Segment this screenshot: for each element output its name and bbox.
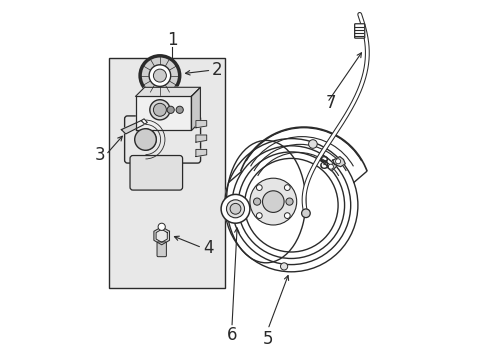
Circle shape — [140, 56, 179, 95]
Circle shape — [249, 178, 296, 225]
Circle shape — [328, 164, 333, 169]
Polygon shape — [332, 157, 345, 167]
Text: 2: 2 — [212, 61, 223, 79]
Polygon shape — [196, 149, 206, 157]
Polygon shape — [326, 163, 337, 171]
Circle shape — [153, 103, 166, 116]
Circle shape — [176, 106, 183, 113]
Text: 4: 4 — [203, 239, 213, 257]
Polygon shape — [156, 229, 167, 242]
Circle shape — [167, 106, 174, 113]
Circle shape — [301, 209, 309, 217]
Circle shape — [335, 159, 340, 164]
Circle shape — [149, 100, 170, 120]
Circle shape — [224, 138, 358, 273]
Circle shape — [253, 198, 260, 205]
Circle shape — [221, 194, 249, 223]
Text: 7: 7 — [325, 94, 335, 112]
Text: 5: 5 — [262, 330, 273, 348]
Circle shape — [285, 198, 292, 205]
Polygon shape — [135, 87, 200, 96]
Text: 6: 6 — [226, 326, 237, 344]
Polygon shape — [154, 227, 169, 245]
FancyBboxPatch shape — [109, 58, 224, 288]
Polygon shape — [196, 121, 206, 128]
Circle shape — [153, 69, 166, 82]
Circle shape — [158, 223, 165, 230]
FancyBboxPatch shape — [130, 156, 182, 190]
Circle shape — [226, 200, 244, 218]
Circle shape — [284, 213, 289, 219]
Circle shape — [284, 185, 289, 190]
Circle shape — [134, 129, 156, 150]
Text: 8: 8 — [318, 155, 328, 173]
Circle shape — [280, 263, 287, 270]
Polygon shape — [141, 119, 147, 124]
Circle shape — [262, 191, 284, 212]
Circle shape — [256, 213, 262, 219]
Text: 1: 1 — [167, 31, 178, 49]
Polygon shape — [196, 135, 206, 142]
Circle shape — [308, 140, 317, 148]
Polygon shape — [121, 121, 144, 134]
Circle shape — [256, 185, 262, 190]
FancyBboxPatch shape — [157, 242, 166, 257]
Circle shape — [230, 203, 241, 214]
Polygon shape — [191, 87, 200, 130]
FancyBboxPatch shape — [354, 24, 364, 38]
Text: 3: 3 — [95, 146, 105, 164]
Circle shape — [149, 65, 170, 86]
Polygon shape — [135, 96, 191, 130]
FancyBboxPatch shape — [124, 116, 200, 163]
